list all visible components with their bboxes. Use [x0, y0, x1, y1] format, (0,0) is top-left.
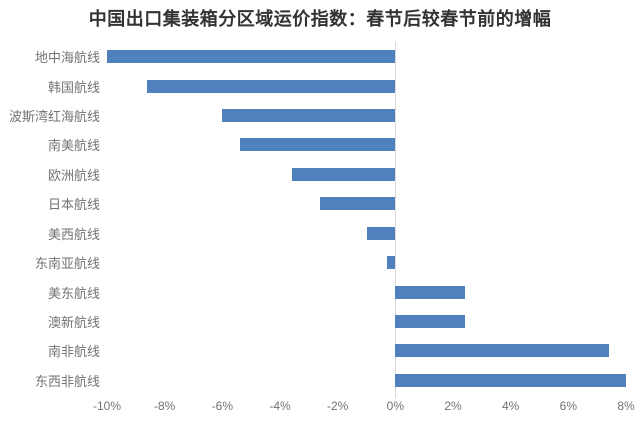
chart-row: 韩国航线 [0, 71, 640, 100]
bar [395, 285, 465, 299]
x-tick-label: -4% [269, 399, 291, 413]
x-tick-label: 8% [617, 399, 635, 413]
x-tick-label: 0% [386, 399, 404, 413]
category-label: 韩国航线 [47, 79, 100, 95]
chart-title: 中国出口集装箱分区域运价指数：春节后较春节前的增幅 [88, 9, 552, 29]
bar [147, 79, 396, 93]
x-tick-label: -10% [92, 399, 122, 413]
chart-row: 东西非航线 [0, 366, 640, 395]
bar [395, 344, 609, 358]
bar [395, 314, 465, 328]
category-label: 美东航线 [47, 285, 100, 301]
chart-row: 东南亚航线 [0, 248, 640, 277]
chart-row: 地中海航线 [0, 42, 640, 71]
chart-row: 美西航线 [0, 219, 640, 248]
bar [107, 50, 396, 64]
x-tick-label: 6% [559, 399, 577, 413]
bar [291, 167, 396, 181]
category-label: 地中海航线 [34, 50, 100, 66]
chart-row: 波斯湾红海航线 [0, 101, 640, 130]
chart-row: 美东航线 [0, 277, 640, 306]
chart-row: 南非航线 [0, 336, 640, 365]
bar [366, 226, 396, 240]
x-tick-label: 2% [444, 399, 462, 413]
chart-row: 澳新航线 [0, 307, 640, 336]
chart-row: 日本航线 [0, 189, 640, 218]
bar [395, 373, 626, 387]
category-label: 南美航线 [47, 138, 100, 154]
bar [320, 197, 396, 211]
bar [239, 138, 396, 152]
x-tick-label: -6% [211, 399, 233, 413]
x-tick-label: 4% [501, 399, 520, 413]
plot-area: 地中海航线韩国航线波斯湾红海航线南美航线欧洲航线日本航线美西航线东南亚航线美东航… [0, 42, 640, 398]
category-label: 欧洲航线 [47, 167, 100, 183]
category-label: 东南亚航线 [34, 256, 100, 272]
x-tick-label: -8% [153, 399, 176, 413]
bar [222, 109, 396, 123]
chart-row: 南美航线 [0, 130, 640, 159]
x-axis: -10% -8% -6% -4% -2% 0% 2% 4% 6% 8% [0, 399, 640, 419]
category-label: 美西航线 [47, 226, 100, 242]
category-label: 日本航线 [47, 197, 100, 213]
category-label: 澳新航线 [47, 314, 100, 330]
category-label: 东西非航线 [34, 373, 100, 389]
chart-row: 欧洲航线 [0, 160, 640, 189]
category-label: 波斯湾红海航线 [8, 109, 100, 125]
x-tick-label: -2% [326, 399, 349, 413]
category-label: 南非航线 [47, 344, 100, 360]
bar [386, 256, 396, 270]
zero-axis-line [395, 42, 397, 398]
